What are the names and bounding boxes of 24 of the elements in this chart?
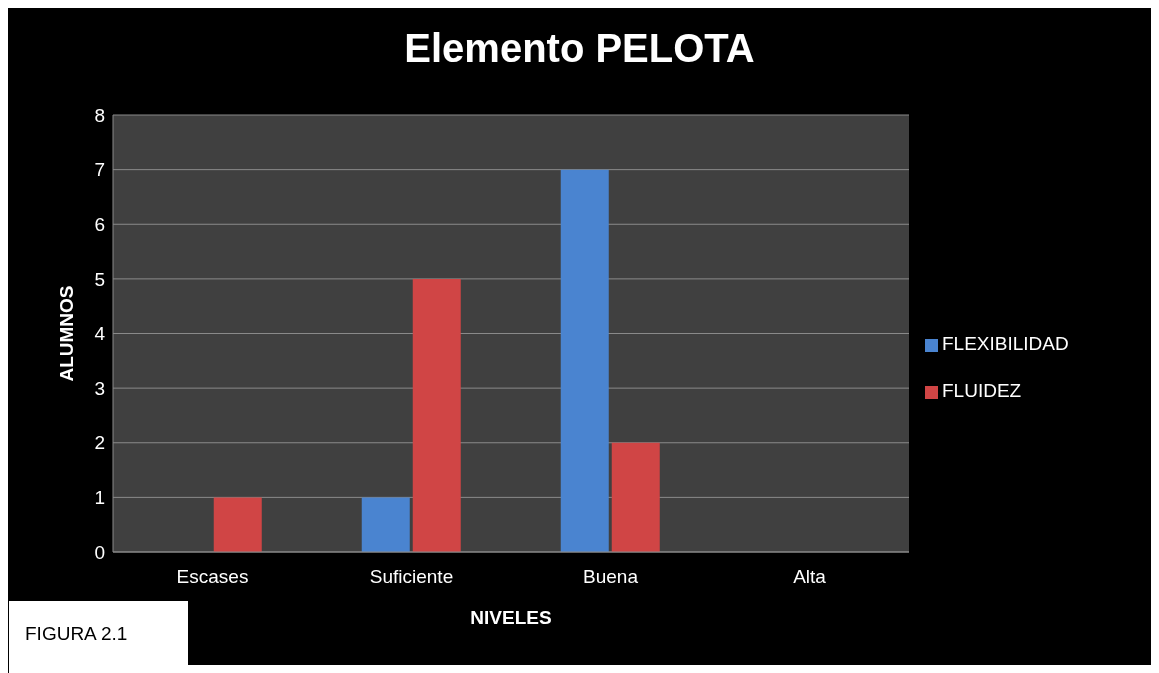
bar <box>412 278 461 552</box>
y-tick-label: 6 <box>94 213 105 235</box>
y-tick-label: 7 <box>94 159 105 181</box>
x-tick-label: Escases <box>176 566 249 588</box>
x-tick-label: Alta <box>793 566 827 588</box>
bar <box>560 169 609 552</box>
chart-title: Elemento PELOTA <box>403 26 756 71</box>
x-axis-title: NIVELES <box>470 607 552 628</box>
y-tick-label: 1 <box>94 487 105 509</box>
y-axis-title: ALUMNOS <box>55 285 77 382</box>
x-tick-label: Buena <box>583 566 639 588</box>
bar <box>361 497 410 552</box>
y-tick-label: 4 <box>94 323 106 345</box>
legend-label: FLUIDEZ <box>942 380 1022 401</box>
y-tick-label: 8 <box>94 104 105 126</box>
text: FIGURA 2.1 <box>8 601 188 673</box>
bar <box>213 497 262 552</box>
legend-label: FLEXIBILIDAD <box>942 333 1069 354</box>
bar <box>611 442 660 552</box>
y-tick-label: 5 <box>94 268 105 290</box>
x-tick-label: Suficiente <box>369 566 454 588</box>
y-tick-label: 3 <box>94 377 105 399</box>
y-tick-label: 2 <box>94 432 105 454</box>
y-tick-label: 0 <box>94 541 105 563</box>
